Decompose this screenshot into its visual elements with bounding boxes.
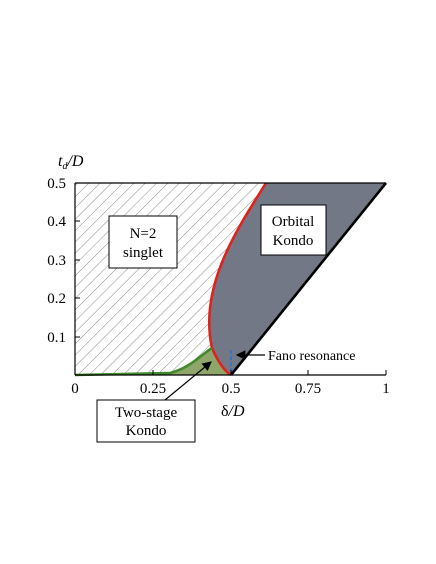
x-tick-1: 1 xyxy=(382,381,390,397)
singlet-twostage-boundary xyxy=(74,346,213,377)
y-tick-0.1: 0.1 xyxy=(47,330,66,346)
y-tick-0.2: 0.2 xyxy=(47,291,66,307)
y-ticks xyxy=(75,182,80,338)
x-tick-0.25: 0.25 xyxy=(140,381,166,397)
twostage-label-line2: Kondo xyxy=(126,423,167,439)
singlet-orbital-boundary xyxy=(207,182,268,377)
y-tick-0.3: 0.3 xyxy=(47,253,66,269)
orbital-label-line1: Orbital xyxy=(272,214,315,230)
y-axis-label: td/D xyxy=(58,153,84,172)
diagonal-boundary xyxy=(229,182,388,376)
x-axis-label: δ/D xyxy=(221,403,245,420)
orbital-kondo-region xyxy=(209,183,386,375)
orbital-kondo-label-box: Orbital Kondo xyxy=(260,204,327,256)
x-tick-0.75: 0.75 xyxy=(295,381,321,397)
x-tick-0.5: 0.5 xyxy=(222,381,241,397)
fano-annotation: Fano resonance xyxy=(235,349,355,364)
orbital-label-line2: Kondo xyxy=(273,233,314,249)
two-stage-kondo-label-box: Two-stage Kondo xyxy=(96,361,212,443)
x-tick-labels: 0 0.25 0.5 0.75 1 xyxy=(71,381,390,397)
singlet-label-box: N=2 singlet xyxy=(108,215,178,269)
y-tick-0.5: 0.5 xyxy=(47,176,66,192)
singlet-label-line1: N=2 xyxy=(130,226,157,242)
fano-label: Fano resonance xyxy=(268,349,355,364)
x-ticks xyxy=(152,370,387,375)
two-stage-kondo-region xyxy=(75,348,231,375)
singlet-label-line2: singlet xyxy=(123,245,164,261)
x-tick-0: 0 xyxy=(71,381,79,397)
y-tick-labels: 0.5 0.4 0.3 0.2 0.1 xyxy=(47,176,66,346)
twostage-label-line1: Two-stage xyxy=(115,405,178,421)
y-tick-0.4: 0.4 xyxy=(47,214,66,230)
